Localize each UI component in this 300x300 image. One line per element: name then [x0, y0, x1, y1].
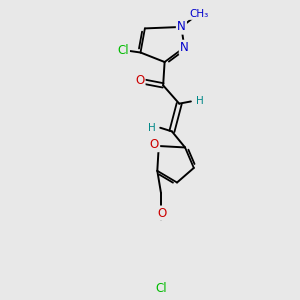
Text: O: O	[157, 207, 166, 220]
Text: H: H	[148, 123, 155, 133]
Text: N: N	[180, 41, 189, 54]
Text: H: H	[196, 97, 203, 106]
Text: O: O	[135, 74, 144, 88]
Text: Cl: Cl	[155, 282, 167, 295]
Text: CH₃: CH₃	[189, 9, 208, 19]
Text: N: N	[177, 20, 186, 34]
Text: Cl: Cl	[117, 44, 129, 57]
Text: O: O	[150, 138, 159, 151]
